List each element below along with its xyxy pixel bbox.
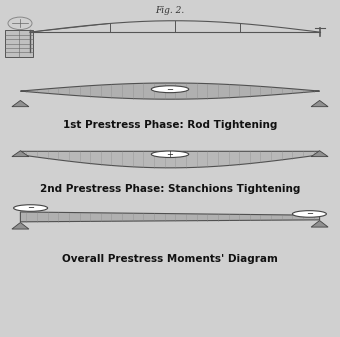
Polygon shape bbox=[311, 151, 328, 157]
Polygon shape bbox=[311, 220, 328, 227]
Text: Overall Prestress Moments' Diagram: Overall Prestress Moments' Diagram bbox=[62, 254, 278, 264]
Polygon shape bbox=[12, 222, 29, 229]
Polygon shape bbox=[20, 151, 320, 168]
Text: −: − bbox=[27, 204, 34, 213]
Polygon shape bbox=[311, 100, 328, 107]
Text: Fig. 2.: Fig. 2. bbox=[155, 6, 185, 15]
Polygon shape bbox=[12, 100, 29, 107]
Circle shape bbox=[14, 205, 48, 211]
Text: +: + bbox=[167, 150, 173, 159]
Text: −: − bbox=[306, 209, 313, 218]
Circle shape bbox=[151, 151, 189, 157]
Polygon shape bbox=[12, 151, 29, 157]
Polygon shape bbox=[20, 212, 320, 222]
Polygon shape bbox=[20, 83, 320, 99]
Text: 2nd Prestress Phase: Stanchions Tightening: 2nd Prestress Phase: Stanchions Tighteni… bbox=[40, 184, 300, 194]
Circle shape bbox=[151, 86, 189, 93]
Bar bbox=[5, 30, 33, 57]
Circle shape bbox=[292, 211, 326, 217]
Text: −: − bbox=[167, 85, 173, 94]
Text: 1st Prestress Phase: Rod Tightening: 1st Prestress Phase: Rod Tightening bbox=[63, 120, 277, 130]
